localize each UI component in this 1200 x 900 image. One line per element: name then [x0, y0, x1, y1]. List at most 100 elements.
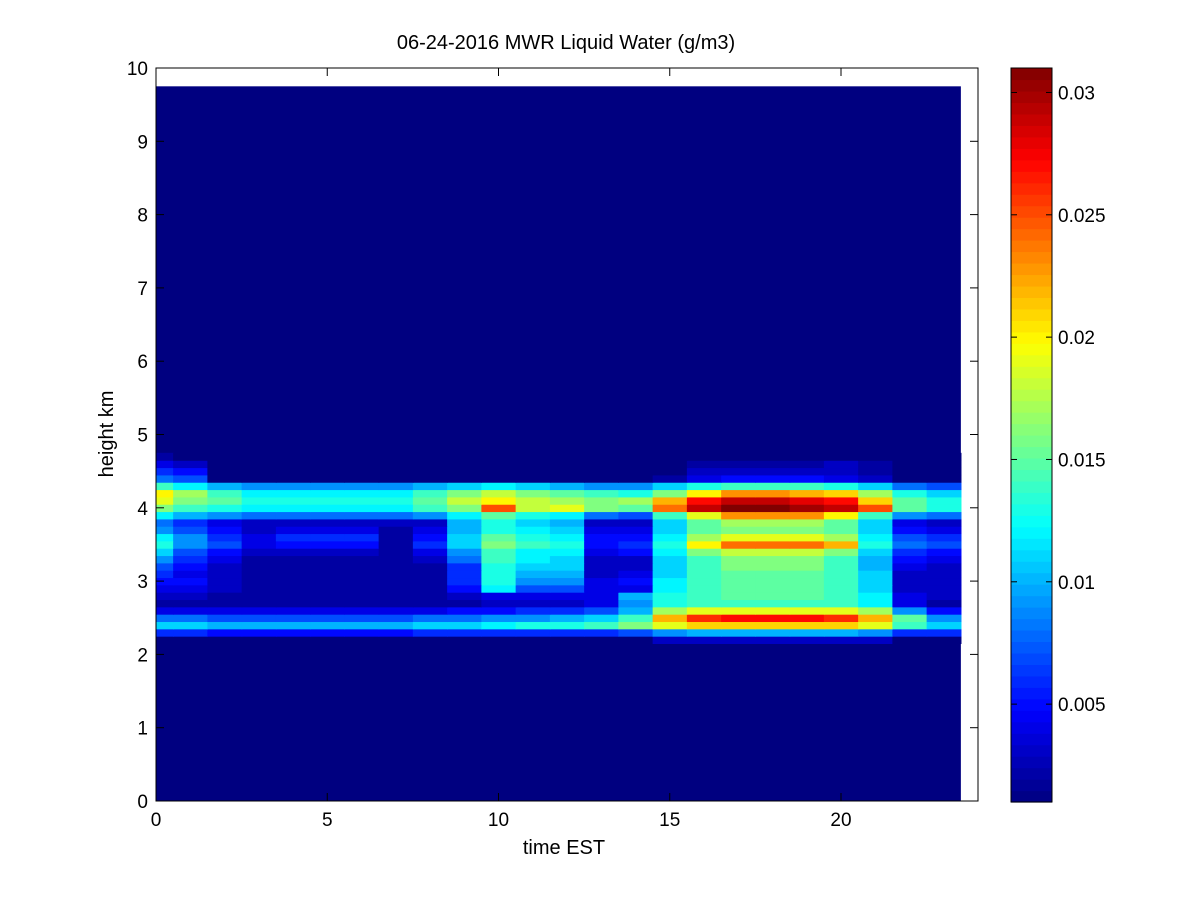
heatmap-cell [892, 606, 928, 615]
heatmap-cell [447, 614, 482, 623]
heatmap-cell [310, 584, 345, 593]
heatmap-cell [584, 540, 619, 549]
heatmap-cell [310, 555, 345, 564]
heatmap-cell [241, 577, 277, 586]
heatmap-cell [721, 482, 756, 491]
heatmap-cell [721, 526, 756, 535]
heatmap-cell [721, 606, 756, 615]
colorbar-band [1011, 549, 1052, 562]
heatmap-cell [549, 533, 585, 542]
x-tick-label: 15 [659, 810, 680, 831]
heatmap-cell [926, 496, 962, 505]
colorbar-band [1011, 343, 1052, 356]
heatmap-cell [412, 489, 448, 498]
heatmap-cell [275, 592, 311, 601]
heatmap-cell [652, 570, 688, 579]
heatmap-cell [549, 482, 585, 491]
heatmap-cell [481, 606, 517, 615]
heatmap-cell [156, 482, 174, 491]
heatmap-cell [207, 452, 243, 461]
heatmap-cell [447, 533, 482, 542]
heatmap-cell [344, 452, 380, 461]
heatmap-cell [275, 628, 311, 637]
colorbar-band [1011, 618, 1052, 631]
heatmap-cell [344, 504, 380, 513]
heatmap-cell [789, 540, 825, 549]
colorbar-band [1011, 744, 1052, 757]
heatmap-cell [652, 518, 688, 527]
heatmap-cell [481, 504, 517, 513]
heatmap-cell [156, 540, 174, 549]
heatmap-cell [412, 562, 448, 571]
heatmap-cell [207, 555, 243, 564]
heatmap-cell [156, 533, 174, 542]
heatmap-cell [447, 504, 482, 513]
heatmap-cell [310, 504, 345, 513]
heatmap-cell [344, 548, 380, 557]
heatmap-cell [515, 614, 551, 623]
heatmap-cell [515, 460, 551, 469]
heatmap-cell [275, 540, 311, 549]
heatmap-cell [892, 621, 928, 630]
x-tick-label: 20 [830, 810, 851, 831]
heatmap-cell [549, 460, 585, 469]
heatmap-cell [721, 570, 756, 579]
heatmap-cell [858, 452, 893, 461]
heatmap-cell [549, 518, 585, 527]
heatmap-cell [412, 577, 448, 586]
heatmap-cell [823, 562, 859, 571]
heatmap-cell [823, 467, 859, 476]
heatmap-cell [310, 628, 345, 637]
heatmap-cell [686, 606, 722, 615]
heatmap-cell [584, 599, 619, 608]
heatmap-cell [584, 562, 619, 571]
heatmap-cell [447, 474, 482, 483]
heatmap-cell [823, 621, 859, 630]
heatmap-cell [156, 511, 174, 520]
heatmap-cell [378, 467, 414, 476]
heatmap-cell [652, 452, 688, 461]
heatmap-cell [549, 511, 585, 520]
heatmap-cell [584, 628, 619, 637]
heatmap-cell [447, 511, 482, 520]
heatmap-cell [755, 621, 791, 630]
heatmap-cell [789, 599, 825, 608]
colorbar-band [1011, 113, 1052, 126]
heatmap-cell [173, 614, 208, 623]
heatmap-cell [584, 482, 619, 491]
heatmap-cell [789, 467, 825, 476]
heatmap-cell [823, 511, 859, 520]
heatmap-cell [584, 460, 619, 469]
heatmap-cell [892, 614, 928, 623]
y-tick-label: 3 [137, 572, 148, 593]
heatmap-cell [618, 592, 654, 601]
heatmap-cell [412, 467, 448, 476]
heatmap-cell [515, 474, 551, 483]
colorbar-band [1011, 641, 1052, 654]
heatmap-cell [310, 489, 345, 498]
heatmap-cell [447, 460, 482, 469]
heatmap-cell [823, 555, 859, 564]
heatmap-cell [310, 599, 345, 608]
heatmap-cell [618, 548, 654, 557]
heatmap-cell [755, 562, 791, 571]
heatmap-cell [823, 584, 859, 593]
heatmap-cell [378, 518, 414, 527]
heatmap-cell [378, 555, 414, 564]
heatmap-cell [173, 467, 208, 476]
heatmap-cell [892, 562, 928, 571]
y-tick-label: 10 [127, 59, 148, 80]
heatmap-cell [481, 452, 517, 461]
colorbar-band [1011, 125, 1052, 138]
heatmap-cell [755, 570, 791, 579]
heatmap-cell [156, 452, 174, 461]
colorbar-band [1011, 68, 1052, 81]
colorbar-band [1011, 687, 1052, 700]
heatmap-cell [823, 606, 859, 615]
colorbar-band [1011, 515, 1052, 528]
heatmap-cell [481, 614, 517, 623]
heatmap-cell [755, 474, 791, 483]
heatmap-cell [926, 452, 962, 461]
heatmap-cell [858, 621, 893, 630]
heatmap-cell [241, 614, 277, 623]
